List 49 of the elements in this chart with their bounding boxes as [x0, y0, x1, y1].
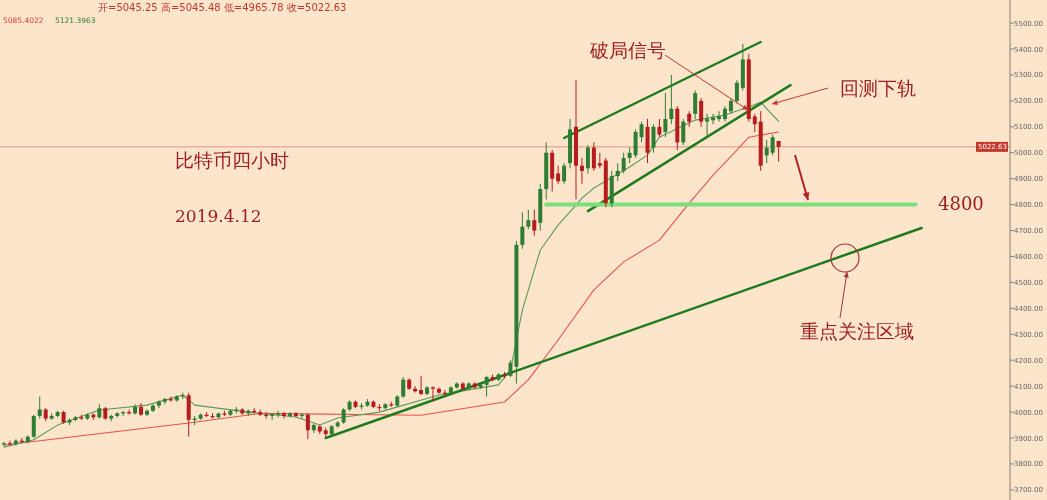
candlestick [591, 141, 596, 172]
candlestick [31, 414, 36, 439]
candlestick [699, 97, 704, 128]
candlestick [526, 209, 531, 230]
candlestick [484, 375, 489, 398]
candlestick [657, 118, 662, 138]
candlestick [752, 113, 757, 133]
candlestick [1, 441, 6, 447]
text: 比特币四小时 [175, 149, 289, 171]
candlestick [7, 440, 12, 446]
candlestick [681, 118, 686, 146]
annotation: 4800 [938, 193, 984, 214]
candlestick [663, 92, 668, 138]
candlestick [282, 411, 287, 420]
annotation: 重点关注区域 [800, 320, 914, 342]
candlestick [37, 396, 42, 420]
candlestick [276, 410, 281, 418]
candlestick [621, 152, 626, 174]
candlestick [162, 397, 167, 405]
candlestick [431, 385, 435, 403]
candlestick [770, 134, 775, 156]
candlestick [669, 74, 674, 125]
candlestick [133, 403, 138, 416]
candlestick [764, 139, 769, 164]
candlestick [436, 386, 441, 395]
candlestick [520, 211, 525, 250]
candlestick [633, 128, 638, 159]
candlestick [651, 123, 656, 154]
candlestick [562, 162, 567, 185]
annotation: 破局信号 [589, 39, 666, 61]
candlestick [156, 399, 161, 409]
candlestick [419, 375, 424, 396]
annotation: 开=5045.25 高=5045.48 低=4965.78 收=5022.63 [98, 2, 347, 13]
candlestick [579, 157, 584, 185]
candlestick [305, 412, 310, 440]
candlestick [585, 144, 590, 174]
candlestick [717, 110, 722, 123]
candlestick [144, 408, 149, 417]
candlestick [615, 162, 620, 182]
candlestick [639, 121, 644, 143]
candlestick [693, 90, 698, 120]
annotation: 回测下轨 [840, 77, 916, 99]
candlestick [556, 165, 561, 185]
candlestick [401, 376, 406, 399]
candlestick [734, 79, 739, 104]
candlestick [705, 113, 710, 138]
candlestick [13, 438, 18, 447]
candlestick [532, 209, 537, 237]
annotation: 2019.4.12 [175, 206, 262, 226]
